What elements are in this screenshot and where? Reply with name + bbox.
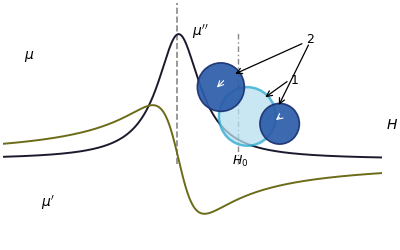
Text: 2: 2 (306, 33, 314, 46)
Text: $\mu''$: $\mu''$ (192, 23, 209, 41)
Ellipse shape (219, 87, 276, 146)
Ellipse shape (260, 104, 299, 144)
Text: 1: 1 (291, 74, 299, 88)
Text: $\mu'$: $\mu'$ (41, 194, 55, 212)
Ellipse shape (197, 63, 244, 111)
Text: $\mu$: $\mu$ (24, 49, 34, 64)
Text: $H$: $H$ (386, 118, 398, 132)
Text: $H_0$: $H_0$ (232, 154, 248, 170)
